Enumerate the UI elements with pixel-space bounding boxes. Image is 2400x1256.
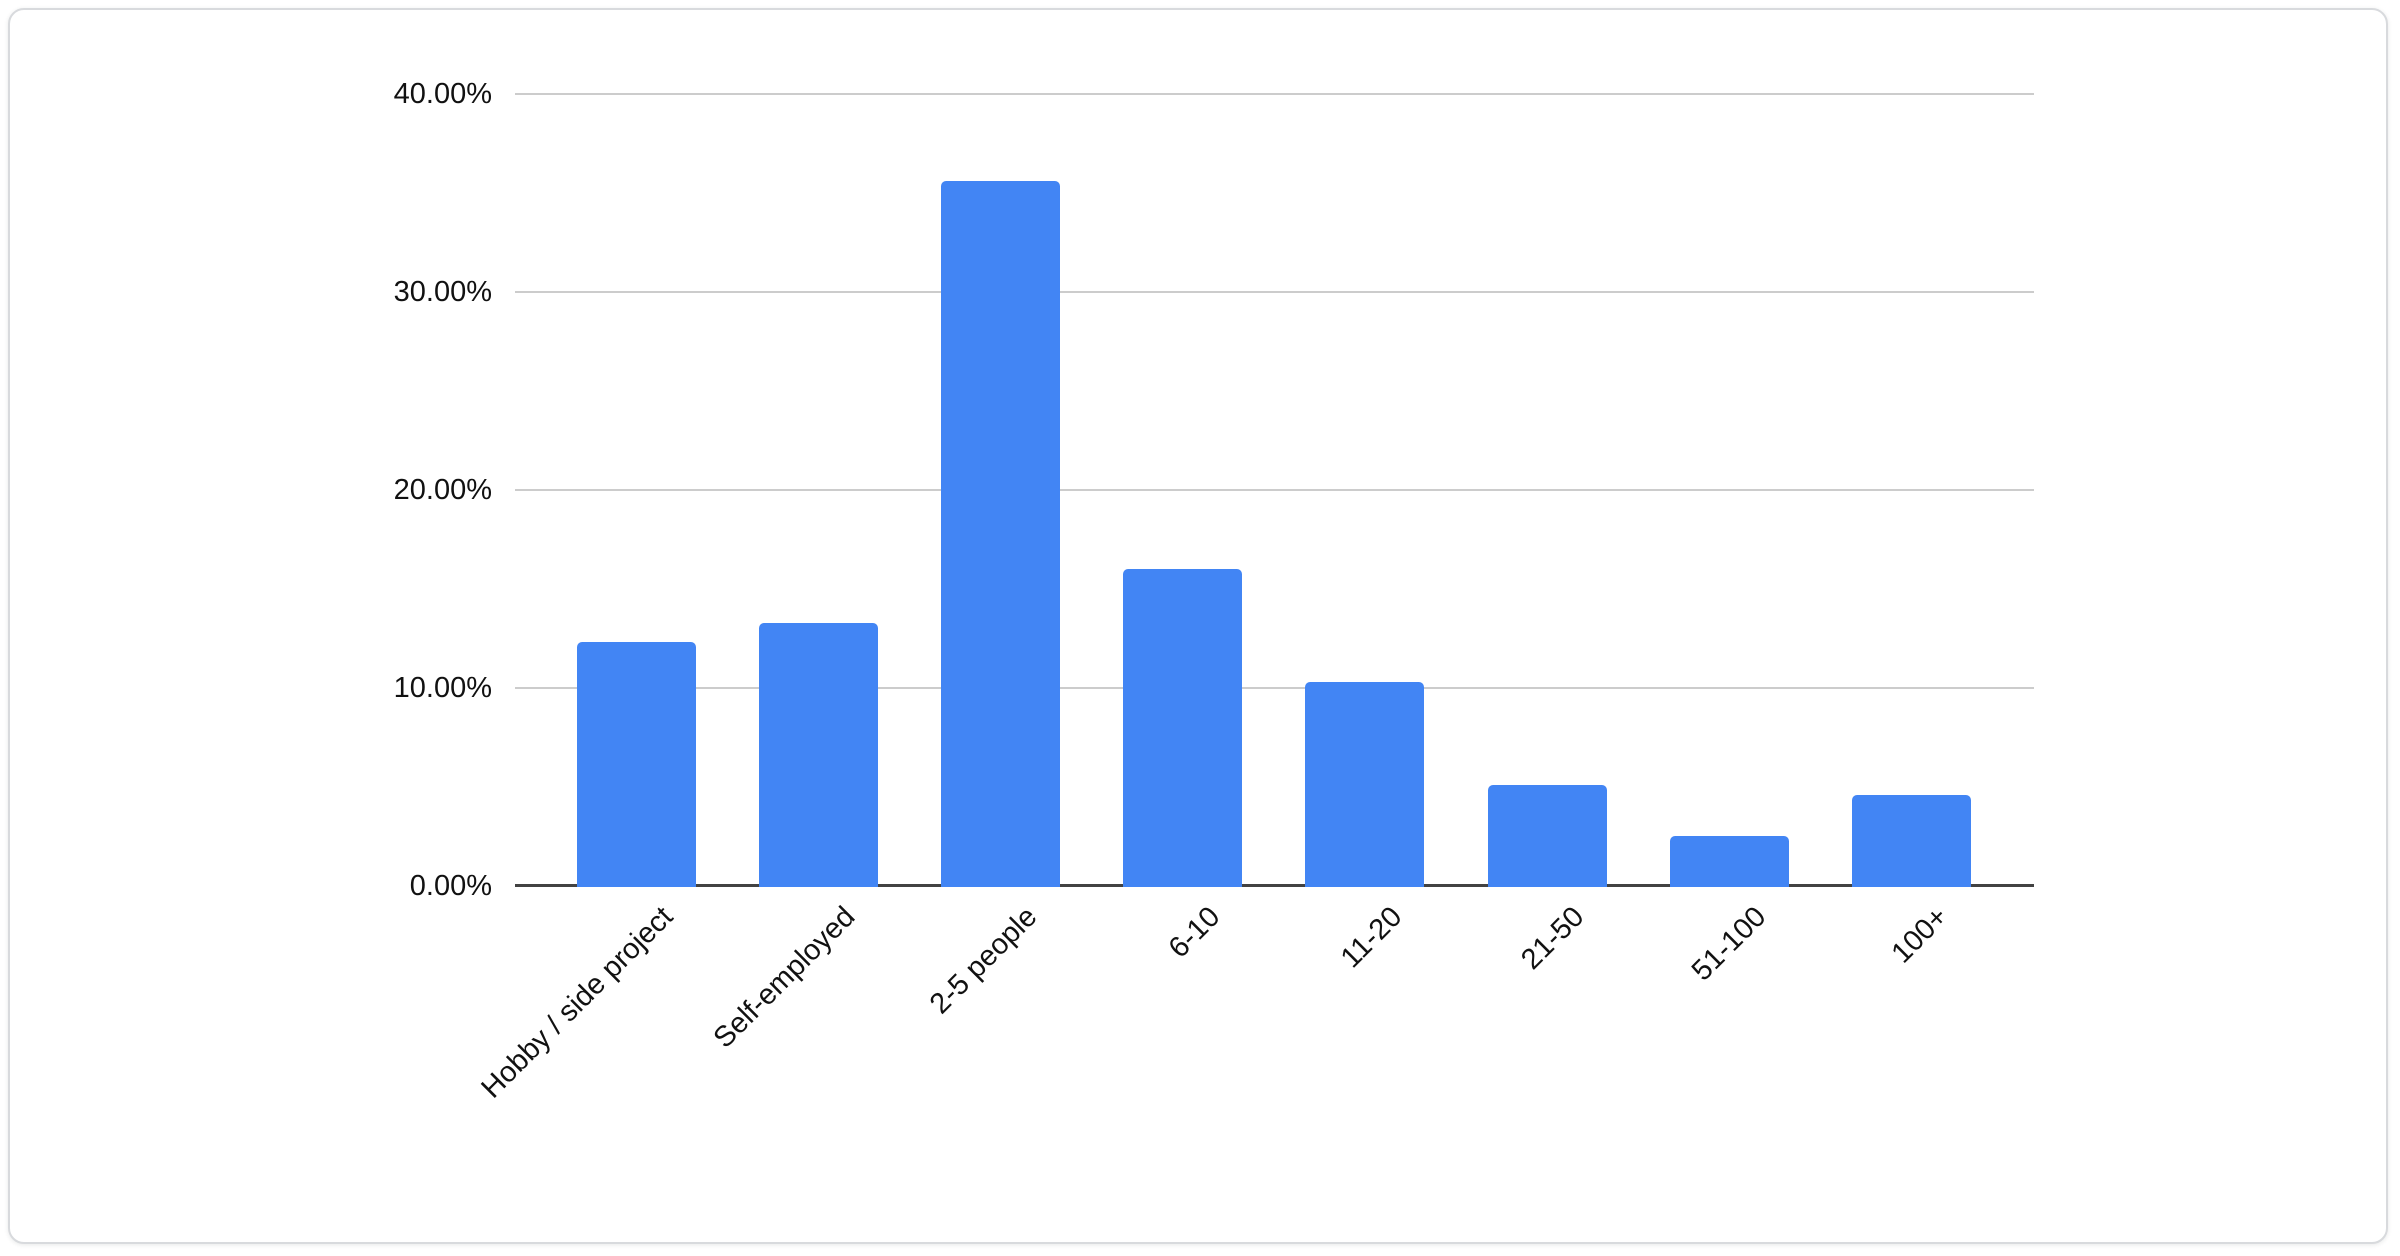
y-axis-tick-label: 40.00% [393, 78, 492, 110]
x-axis-category-label: 2-5 people [923, 900, 1044, 1021]
y-axis-tick-label: 0.00% [409, 870, 492, 902]
chart-card: 0.00% 10.00% 20.00% 30.00% 40.00% Hobby / sid… [8, 8, 2388, 1244]
x-axis-category-label: 11-20 [1334, 900, 1409, 975]
bar [1852, 795, 1971, 887]
x-axis-category-label: 100+ [1885, 900, 1955, 970]
x-axis-category-label: 51-100 [1685, 900, 1773, 988]
x-axis-line [515, 884, 2034, 887]
bar [1305, 682, 1424, 887]
x-axis-category-label: 21-50 [1515, 900, 1591, 976]
x-axis-category-label: Self-employed [707, 900, 862, 1055]
gridline [515, 687, 2034, 689]
y-axis-tick-label: 30.00% [393, 276, 492, 308]
bar [1123, 569, 1242, 887]
x-axis-category-label: 6-10 [1162, 900, 1227, 965]
gridline [515, 93, 2034, 95]
bar [759, 623, 878, 887]
bar [577, 642, 696, 887]
bar-chart: 0.00% 10.00% 20.00% 30.00% 40.00% Hobby / sid… [10, 10, 2388, 1242]
bar [1488, 785, 1607, 887]
bar [1670, 836, 1789, 887]
gridline [515, 291, 2034, 293]
bar [941, 181, 1060, 887]
gridline [515, 489, 2034, 491]
y-axis-tick-label: 10.00% [393, 672, 492, 704]
x-axis-category-label: Hobby / side project [475, 900, 680, 1105]
y-axis-tick-label: 20.00% [393, 474, 492, 506]
